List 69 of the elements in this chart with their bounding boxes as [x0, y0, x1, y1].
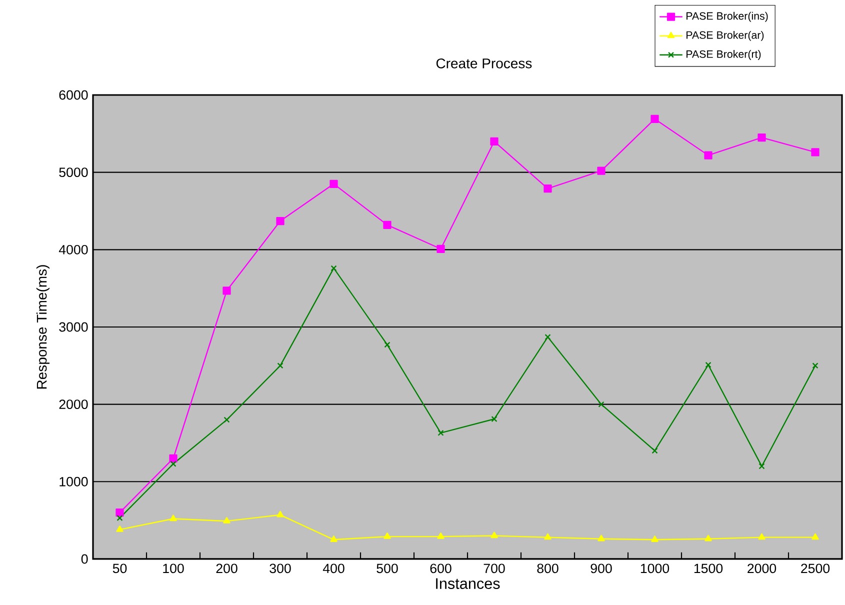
x-tick-label: 1000: [640, 564, 670, 574]
point: [277, 362, 284, 369]
y-axis-title: Response Time(ms): [36, 265, 50, 389]
point: [170, 514, 177, 522]
x-tick-label: 700: [484, 564, 505, 574]
point: [169, 454, 178, 463]
point: [598, 534, 605, 542]
point: [705, 362, 712, 368]
legend-label: PASE Broker(ar): [686, 30, 764, 41]
point: [384, 532, 391, 539]
point: [650, 114, 659, 124]
point: [598, 401, 604, 408]
y-tick-label: 0: [81, 554, 88, 564]
point: [437, 532, 444, 539]
legend-label: PASE Broker(rt): [686, 50, 761, 60]
x-tick-label: 100: [163, 564, 184, 574]
point: [544, 184, 552, 193]
point: [597, 166, 606, 175]
point: [704, 534, 712, 542]
point: [438, 430, 444, 436]
x-tick-label: 800: [537, 564, 558, 574]
legend-label: PASE Broker(ins): [686, 12, 768, 22]
point: [490, 532, 498, 538]
point: [384, 342, 390, 348]
point: [116, 526, 124, 532]
point: [170, 460, 176, 467]
point: [223, 517, 230, 524]
point: [758, 533, 766, 540]
y-tick-label: 2000: [59, 400, 88, 410]
point: [490, 137, 498, 146]
point: [544, 334, 551, 340]
point: [812, 533, 819, 540]
point: [276, 216, 284, 226]
point: [812, 362, 818, 369]
point: [116, 514, 123, 522]
point: [758, 133, 766, 142]
y-tick-label: 5000: [59, 168, 88, 178]
x-tick-label: 600: [430, 564, 452, 574]
point: [116, 508, 124, 517]
x-tick-label: 2500: [801, 564, 830, 574]
point: [811, 148, 820, 156]
x-axis-title: Instances: [436, 578, 500, 589]
point: [383, 220, 392, 229]
chart-title: Create Process: [436, 58, 532, 68]
x-tick-label: 900: [590, 564, 612, 574]
y-tick-label: 4000: [58, 244, 88, 254]
x-tick-label: 200: [216, 564, 238, 574]
y-tick-label: 6000: [59, 90, 88, 100]
point: [652, 448, 658, 454]
point: [276, 510, 284, 518]
point: [544, 533, 552, 540]
y-tick-label: 1000: [60, 476, 88, 486]
point: [222, 286, 231, 295]
x-tick-label: 1500: [694, 564, 723, 574]
point: [651, 536, 658, 542]
x-tick-label: 300: [270, 564, 291, 574]
y-tick-label: 3000: [59, 322, 88, 332]
point: [330, 180, 338, 188]
x-tick-label: 400: [322, 564, 344, 574]
point: [330, 536, 338, 542]
point: [704, 151, 712, 160]
x-tick-label: 50: [112, 564, 127, 574]
point: [491, 416, 498, 422]
point: [758, 463, 765, 470]
x-tick-label: 500: [376, 564, 398, 574]
point: [436, 244, 445, 253]
point: [224, 416, 230, 423]
x-tick-label: 2000: [748, 564, 776, 574]
point: [330, 265, 337, 272]
